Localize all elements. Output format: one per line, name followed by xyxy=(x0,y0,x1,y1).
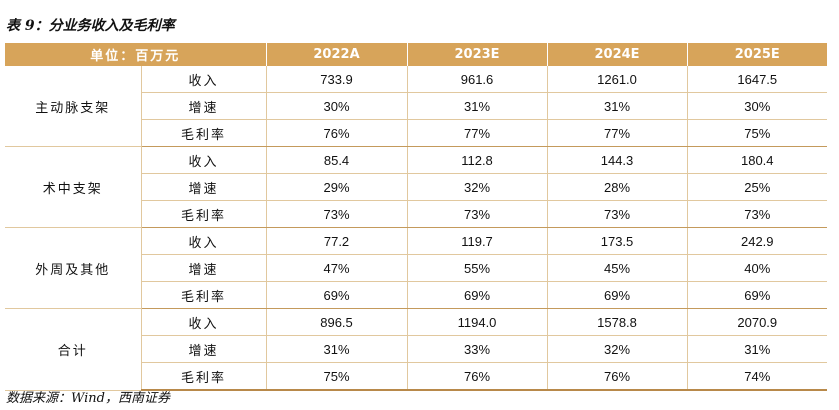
value-cell: 144.3 xyxy=(546,146,688,174)
metric-label-cell: 收入 xyxy=(140,308,267,336)
value-cell: 76% xyxy=(265,119,408,147)
metric-label-cell: 毛利率 xyxy=(140,281,267,309)
value-cell: 74% xyxy=(686,362,828,391)
value-cell: 31% xyxy=(265,335,408,363)
value-cell: 69% xyxy=(686,281,828,309)
value-cell: 242.9 xyxy=(686,227,828,255)
value-cell: 73% xyxy=(546,200,688,228)
value-cell: 47% xyxy=(265,254,408,282)
table-row: 增速 29% 32% 28% 25% xyxy=(5,173,828,201)
value-cell: 30% xyxy=(686,92,828,120)
table-row: 毛利率 69% 69% 69% 69% xyxy=(5,281,828,309)
value-cell: 75% xyxy=(686,119,828,147)
year-header-2023e: 2023E xyxy=(406,43,548,66)
value-cell: 1647.5 xyxy=(686,66,828,93)
year-header-2022a: 2022A xyxy=(265,43,408,66)
metric-label-cell: 增速 xyxy=(140,335,267,363)
value-cell: 75% xyxy=(265,362,408,391)
table-row: 毛利率 73% 73% 73% 73% xyxy=(5,200,828,228)
value-cell: 1578.8 xyxy=(546,308,688,336)
value-cell: 733.9 xyxy=(265,66,408,93)
value-cell: 31% xyxy=(546,92,688,120)
metric-label-cell: 增速 xyxy=(140,92,267,120)
value-cell: 180.4 xyxy=(686,146,828,174)
revenue-margin-table: 单位：百万元 2022A 2023E 2024E 2025E 主动脉支架 收入 73… xyxy=(5,43,828,391)
value-cell: 77% xyxy=(546,119,688,147)
value-cell: 77.2 xyxy=(265,227,408,255)
value-cell: 32% xyxy=(546,335,688,363)
value-cell: 31% xyxy=(686,335,828,363)
table-row: 术中支架 收入 85.4 112.8 144.3 180.4 xyxy=(5,146,828,228)
segment-name-cell: 主动脉支架 xyxy=(5,66,141,147)
value-cell: 73% xyxy=(406,200,548,228)
value-cell: 45% xyxy=(546,254,688,282)
segment-name-cell: 外周及其他 xyxy=(5,227,141,309)
table-row: 增速 31% 33% 32% 31% xyxy=(5,335,828,363)
value-cell: 76% xyxy=(546,362,688,391)
segment-name-cell: 合计 xyxy=(5,308,141,391)
value-cell: 25% xyxy=(686,173,828,201)
value-cell: 896.5 xyxy=(265,308,408,336)
year-header-2024e: 2024E xyxy=(546,43,688,66)
value-cell: 1261.0 xyxy=(546,66,688,93)
value-cell: 77% xyxy=(406,119,548,147)
value-cell: 173.5 xyxy=(546,227,688,255)
metric-label-cell: 增速 xyxy=(140,173,267,201)
metric-label-cell: 毛利率 xyxy=(140,200,267,228)
metric-label-cell: 毛利率 xyxy=(140,362,267,391)
value-cell: 961.6 xyxy=(406,66,548,93)
table-row: 外周及其他 收入 77.2 119.7 173.5 242.9 xyxy=(5,227,828,309)
value-cell: 32% xyxy=(406,173,548,201)
table-row: 毛利率 75% 76% 76% 74% xyxy=(5,362,828,391)
value-cell: 69% xyxy=(406,281,548,309)
segment-name-cell: 术中支架 xyxy=(5,146,141,228)
table-row: 增速 47% 55% 45% 40% xyxy=(5,254,828,282)
value-cell: 40% xyxy=(686,254,828,282)
value-cell: 85.4 xyxy=(265,146,408,174)
metric-label-cell: 增速 xyxy=(140,254,267,282)
metric-label-cell: 收入 xyxy=(140,227,267,255)
source-note: 数据来源：Wind，西南证券 xyxy=(6,391,170,406)
unit-label-header: 单位：百万元 xyxy=(5,43,267,66)
value-cell: 30% xyxy=(265,92,408,120)
value-cell: 29% xyxy=(265,173,408,201)
value-cell: 31% xyxy=(406,92,548,120)
table-title: 表 9：分业务收入及毛利率 xyxy=(6,18,175,34)
value-cell: 119.7 xyxy=(406,227,548,255)
value-cell: 112.8 xyxy=(406,146,548,174)
value-cell: 73% xyxy=(686,200,828,228)
metric-label-cell: 毛利率 xyxy=(140,119,267,147)
value-cell: 69% xyxy=(265,281,408,309)
metric-label-cell: 收入 xyxy=(140,66,267,93)
value-cell: 28% xyxy=(546,173,688,201)
table-row: 合计 收入 896.5 1194.0 1578.8 2070.9 xyxy=(5,308,828,391)
table-header-row: 单位：百万元 2022A 2023E 2024E 2025E xyxy=(5,43,828,66)
value-cell: 2070.9 xyxy=(686,308,828,336)
table-row: 增速 30% 31% 31% 30% xyxy=(5,92,828,120)
value-cell: 1194.0 xyxy=(406,308,548,336)
value-cell: 73% xyxy=(265,200,408,228)
value-cell: 69% xyxy=(546,281,688,309)
metric-label-cell: 收入 xyxy=(140,146,267,174)
table-row: 主动脉支架 收入 733.9 961.6 1261.0 1647.5 xyxy=(5,66,828,147)
value-cell: 55% xyxy=(406,254,548,282)
value-cell: 33% xyxy=(406,335,548,363)
year-header-2025e: 2025E xyxy=(686,43,828,66)
value-cell: 76% xyxy=(406,362,548,391)
table-row: 毛利率 76% 77% 77% 75% xyxy=(5,119,828,147)
